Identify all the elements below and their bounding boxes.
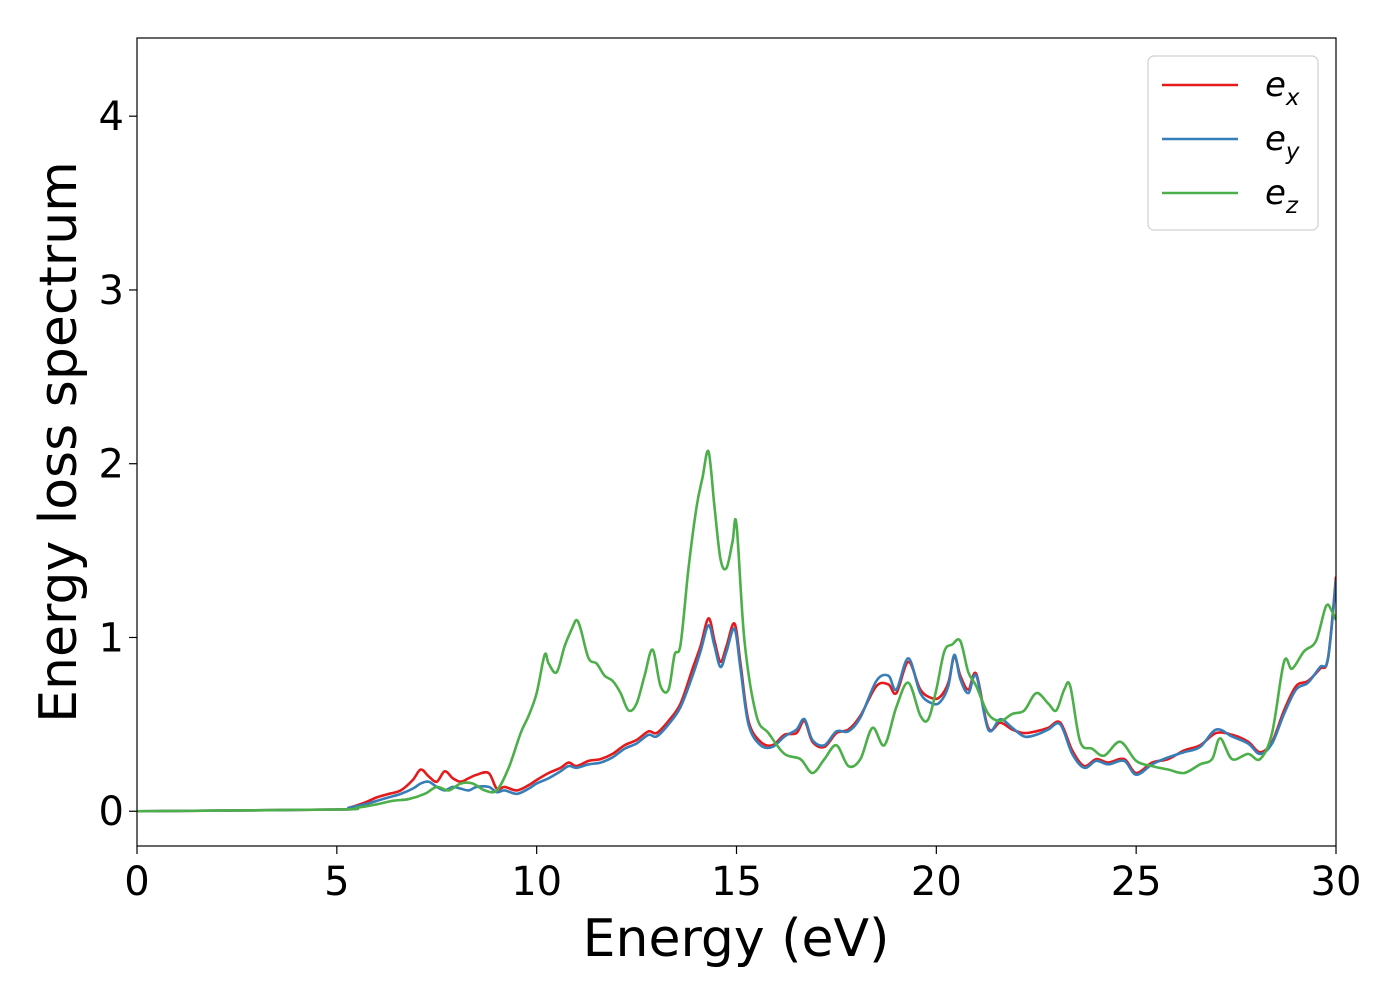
x-tick-label: 0 — [124, 859, 149, 905]
plot-lines — [137, 449, 1336, 813]
y-tick-label: 2 — [99, 442, 124, 488]
y-axis-title: Energy loss spectrum — [29, 161, 89, 723]
x-tick-label: 20 — [911, 859, 962, 905]
legend-label-subscript: z — [1285, 193, 1299, 219]
series-line-e-y — [137, 580, 1336, 813]
y-tick-label: 1 — [99, 615, 124, 661]
x-tick-label: 25 — [1111, 859, 1162, 905]
x-tick-label: 5 — [324, 859, 349, 905]
legend-box — [1147, 55, 1319, 231]
x-axis: 0 5 10 15 20 25 30 — [124, 846, 1361, 905]
legend-label-base: e — [1265, 65, 1286, 105]
legend-label-base: e — [1265, 173, 1286, 213]
y-tick-label: 4 — [99, 94, 124, 140]
legend-label-subscript: x — [1285, 85, 1300, 111]
legend-label-subscript: y — [1285, 139, 1300, 165]
x-tick-label: 30 — [1311, 859, 1362, 905]
legend-label: ez — [1265, 173, 1299, 219]
x-axis-title: Energy (eV) — [583, 909, 890, 969]
legend-label-base: e — [1265, 119, 1286, 159]
y-tick-label: 3 — [99, 268, 124, 314]
y-tick-label: 0 — [99, 789, 124, 835]
series-line-e-z — [137, 449, 1336, 813]
x-tick-label: 15 — [711, 859, 762, 905]
legend-label: ey — [1265, 119, 1300, 165]
y-axis: 0 1 2 3 4 — [99, 94, 137, 835]
legend-label: ex — [1265, 65, 1300, 111]
x-tick-label: 10 — [511, 859, 562, 905]
